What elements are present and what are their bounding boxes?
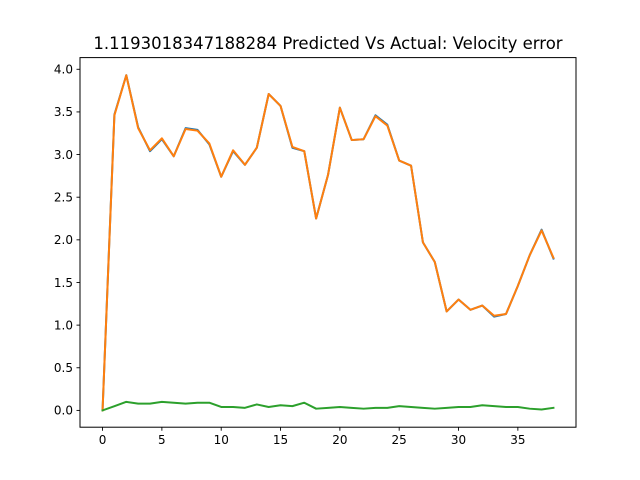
axes-frame (79, 57, 577, 428)
series-layer (101, 74, 555, 412)
x-tick-label: 15 (273, 433, 288, 447)
x-tick-label: 20 (332, 433, 347, 447)
x-tick-label: 30 (451, 433, 466, 447)
y-tick-label: 0.5 (54, 361, 73, 375)
y-tick-label: 2.5 (54, 191, 73, 205)
chart-title: 1.1193018347188284 Predicted Vs Actual: … (93, 34, 562, 53)
y-tick-label: 1.5 (54, 276, 73, 290)
x-tick-label: 10 (214, 433, 229, 447)
x-tick-label: 35 (510, 433, 525, 447)
y-tick-label: 1.0 (54, 318, 73, 332)
x-tick-label: 5 (158, 433, 166, 447)
series-3-line (101, 400, 555, 412)
y-tick-label: 3.5 (54, 105, 73, 119)
series-2-line (101, 74, 555, 412)
x-axis: 0 5 10 15 20 25 30 35 (99, 427, 525, 447)
y-tick-label: 3.0 (54, 148, 73, 162)
y-tick-label: 4.0 (54, 63, 73, 77)
x-tick-label: 25 (392, 433, 407, 447)
y-axis: 0.0 0.5 1.0 1.5 2.0 2.5 3.0 3.5 4.0 (54, 63, 80, 418)
y-tick-label: 2.0 (54, 233, 73, 247)
x-tick-label: 0 (99, 433, 107, 447)
y-tick-label: 0.0 (54, 404, 73, 418)
